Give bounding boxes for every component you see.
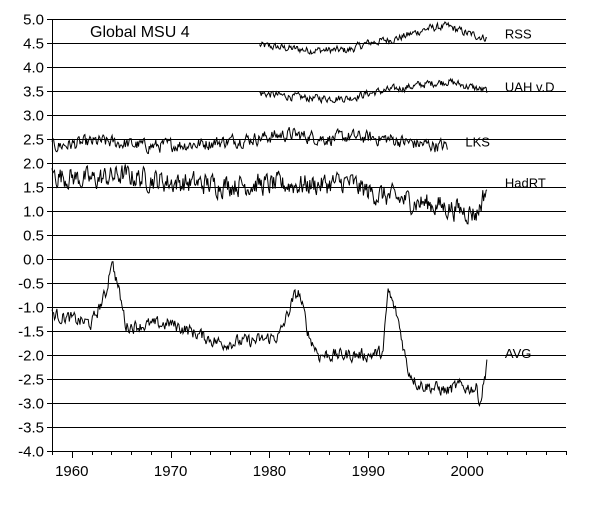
chart-title: Global MSU 4 (90, 24, 190, 41)
y-tick-label: 2.5 (23, 132, 44, 149)
y-tick-label: 1.5 (23, 180, 44, 197)
x-tick-label: 1960 (55, 463, 88, 480)
y-tick-label: -2.5 (18, 372, 44, 389)
ticks (47, 19, 567, 458)
labels: 5.0 4.5 4.0 3.5 3.0 2.5 2.0 1.5 1.0 0.5 0.0 -0.5 -1.… (18, 12, 554, 481)
x-tick-label: 1990 (352, 463, 385, 480)
y-tick-label: 0.5 (23, 228, 44, 245)
series-label-uah-v-d: UAH v.D (505, 79, 555, 94)
y-tick-label: -1.5 (18, 324, 44, 341)
series-lines (51, 21, 488, 407)
series-label-lks: LKS (465, 135, 490, 150)
y-tick-label: -1.0 (18, 300, 44, 317)
series-line-avg (51, 261, 488, 407)
y-tick-label: -3.5 (18, 420, 44, 437)
x-tick-label: 2000 (450, 463, 483, 480)
x-tick-label: 1970 (154, 463, 187, 480)
y-tick-label: 4.5 (23, 36, 44, 53)
series-line-rss (259, 21, 488, 55)
series-line-lks (51, 127, 448, 155)
y-tick-label: -4.0 (18, 444, 44, 461)
y-tick-label: 4.0 (23, 60, 44, 77)
x-tick-label: 1980 (253, 463, 286, 480)
y-tick-label: 3.5 (23, 84, 44, 101)
y-tick-label: 1.0 (23, 204, 44, 221)
gridlines (52, 19, 566, 452)
series-label-rss: RSS (505, 27, 532, 42)
y-tick-label: -3.0 (18, 396, 44, 413)
series-label-hadrt: HadRT (505, 175, 546, 190)
y-tick-label: -0.5 (18, 276, 44, 293)
series-line-hadrt (51, 164, 488, 225)
series-line-uah-v-d (259, 77, 488, 105)
series-label-avg: AVG (505, 346, 532, 361)
y-tick-label: 3.0 (23, 108, 44, 125)
y-tick-label: 0.0 (23, 252, 44, 269)
y-tick-label: 2.0 (23, 156, 44, 173)
y-tick-label: 5.0 (23, 12, 44, 29)
y-tick-label: -2.0 (18, 348, 44, 365)
